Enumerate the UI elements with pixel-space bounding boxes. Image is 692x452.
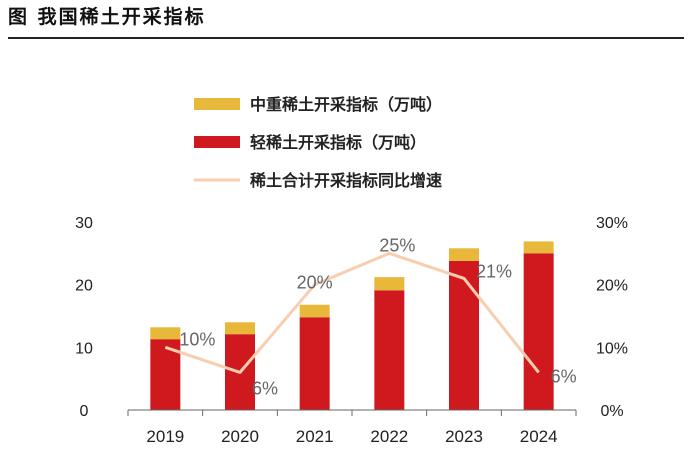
- x-axis: 2019 2020 2021 2022 2023 2024: [127, 409, 577, 446]
- bar-light: [299, 317, 330, 410]
- y-tick-label: 30: [75, 215, 93, 232]
- y2-tick-label: 0%: [600, 403, 623, 420]
- bar-light: [523, 253, 554, 410]
- x-tick-label: 2024: [520, 427, 558, 446]
- legend: 中重稀土开采指标（万吨） 轻稀土开采指标（万吨） 稀土合计开采指标同比增速: [194, 95, 442, 190]
- growth-line: 10% 6% 20% 25% 21% 6%: [164, 235, 577, 398]
- bar-light: [449, 260, 479, 410]
- legend-swatch-heavy: [194, 98, 240, 110]
- x-tick-label: 2019: [146, 427, 184, 446]
- bar-heavy: [225, 322, 255, 335]
- legend-label: 稀土合计开采指标同比增速: [250, 171, 442, 190]
- bar-heavy: [523, 241, 554, 254]
- legend-label: 中重稀土开采指标（万吨）: [250, 95, 442, 114]
- y-tick-label: 10: [75, 340, 93, 357]
- y-tick-label: 0: [80, 403, 89, 420]
- data-label: 6%: [252, 378, 278, 398]
- title-rule: [8, 37, 684, 39]
- legend-swatch-light: [194, 136, 240, 148]
- y2-tick-label: 30%: [596, 215, 628, 232]
- bar-light: [374, 290, 405, 410]
- y-tick-label: 20: [75, 278, 93, 295]
- bar-heavy: [374, 277, 405, 291]
- x-tick-label: 2021: [296, 427, 334, 446]
- growth-series-line: [164, 251, 540, 374]
- bar-heavy: [449, 248, 479, 261]
- page-title: 图 我国稀土开采指标: [8, 6, 206, 28]
- y2-tick-label: 20%: [596, 278, 628, 295]
- bar-heavy: [299, 304, 330, 318]
- y-axis-right: 0% 10% 20% 30%: [596, 215, 628, 420]
- data-label: 10%: [179, 329, 215, 349]
- legend-label: 轻稀土开采指标（万吨）: [250, 133, 426, 152]
- data-label: 21%: [476, 261, 512, 281]
- x-tick-label: 2022: [370, 427, 408, 446]
- x-tick-label: 2020: [221, 427, 259, 446]
- x-tick-label: 2023: [445, 427, 483, 446]
- y2-tick-label: 10%: [596, 340, 628, 357]
- y-axis-left: 0 10 20 30: [75, 215, 93, 420]
- data-label: 25%: [379, 235, 415, 255]
- bar-heavy: [150, 327, 181, 340]
- data-label: 20%: [297, 273, 333, 293]
- data-label: 6%: [551, 366, 577, 386]
